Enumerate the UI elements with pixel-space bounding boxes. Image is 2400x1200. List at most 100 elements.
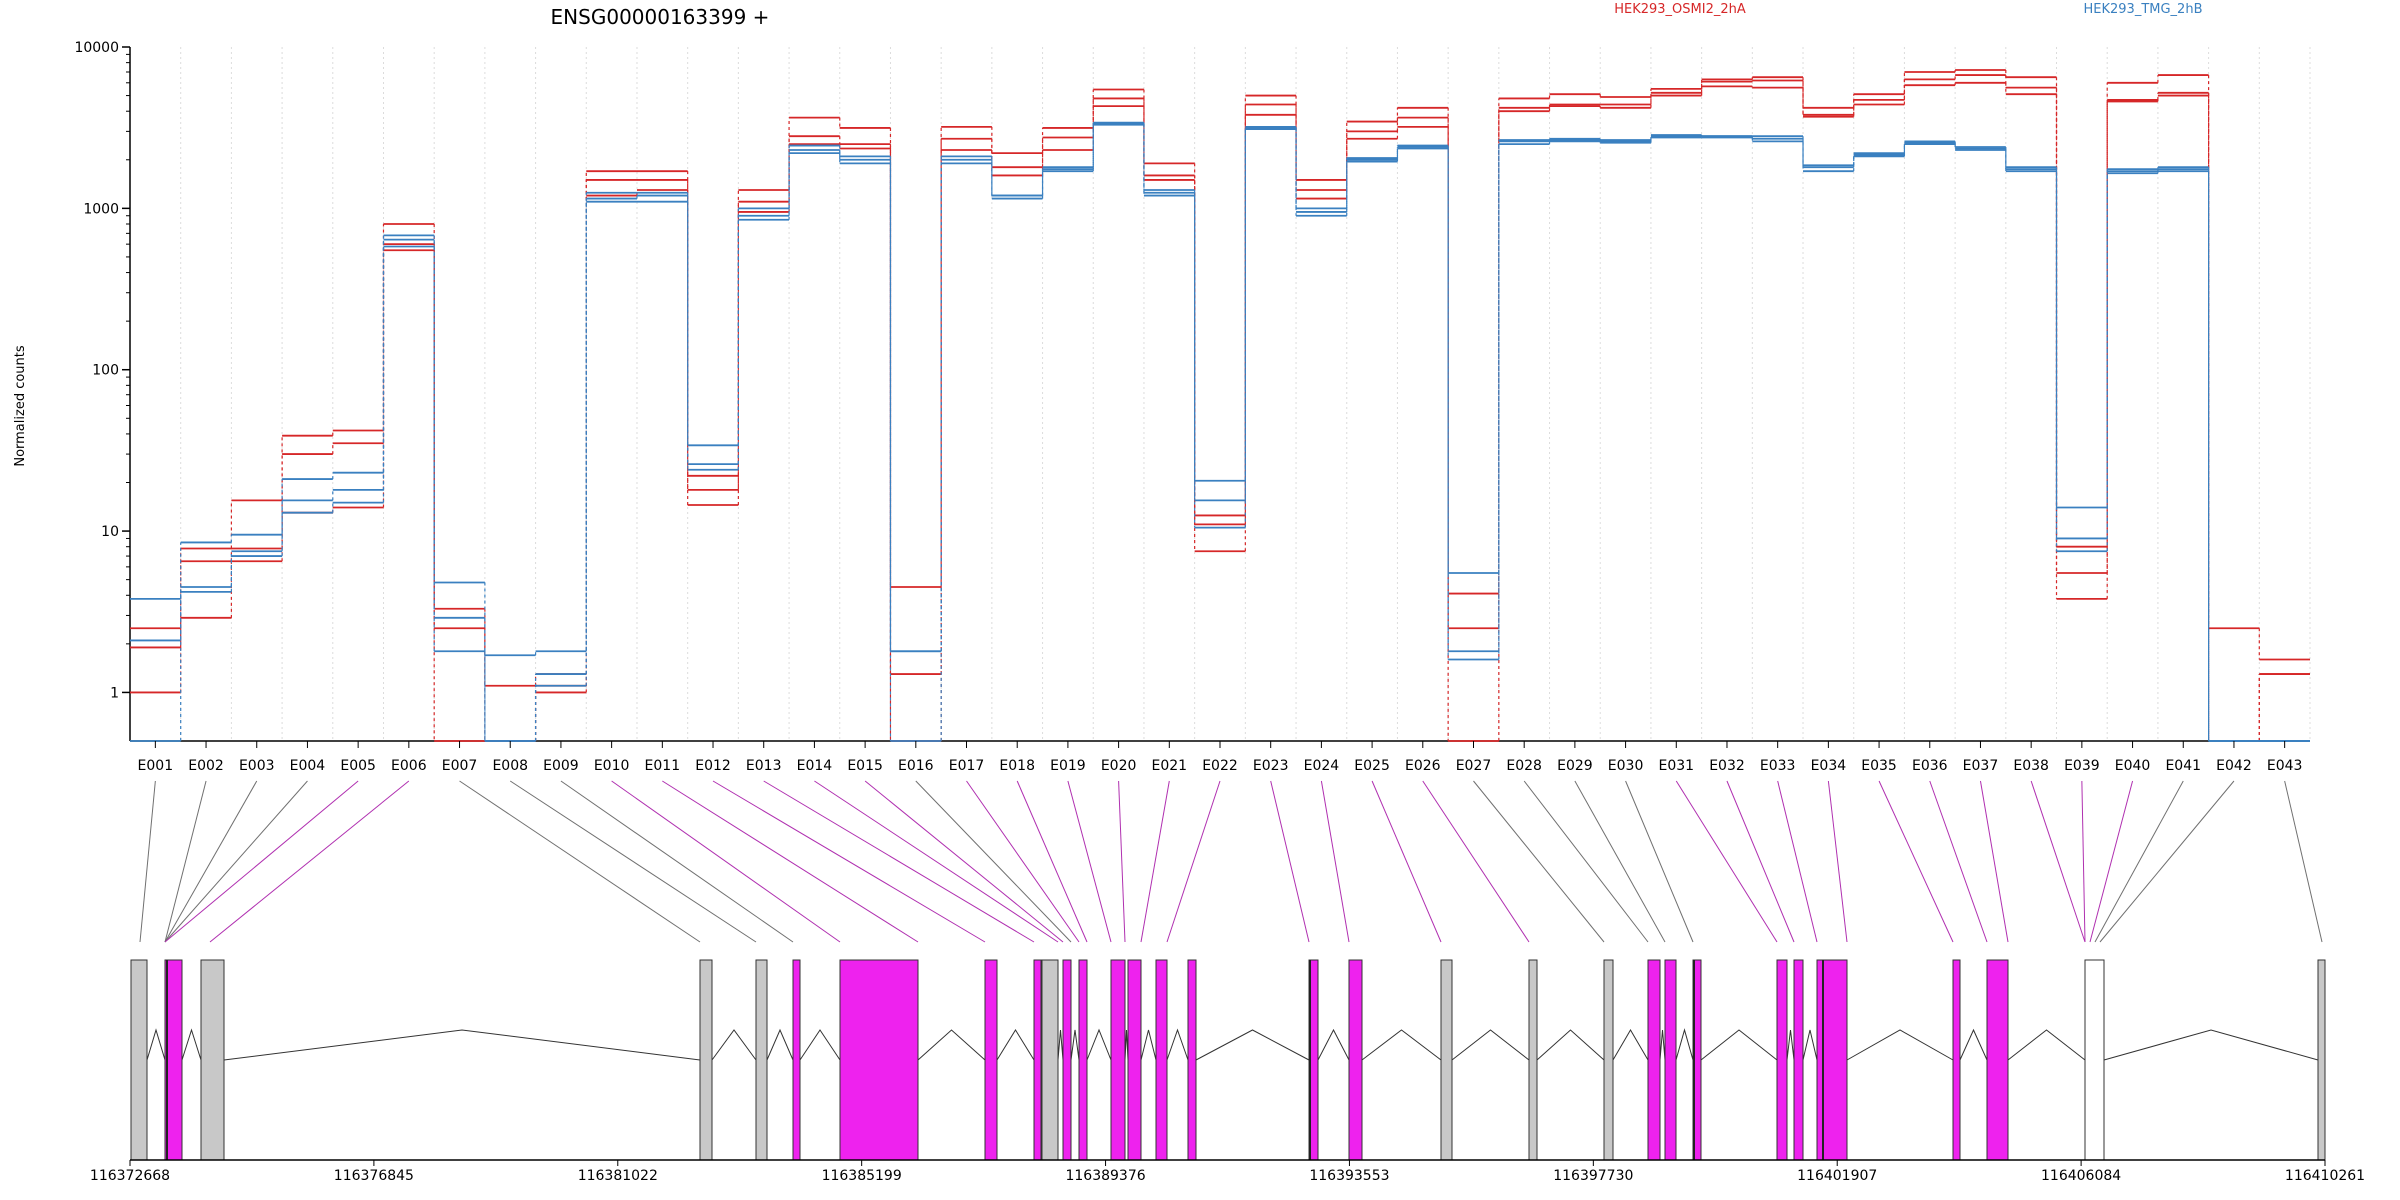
intron-line [1612, 1029, 1649, 1061]
intron-line [917, 1029, 986, 1061]
exon-box [1776, 959, 1788, 1161]
exon-connector [509, 780, 757, 943]
intron-line [1846, 1029, 1954, 1061]
intron-line [1451, 1029, 1530, 1061]
x-tick-label: E020 [1101, 758, 1137, 774]
exon-connector [560, 780, 794, 943]
x-tick-label: E028 [1506, 758, 1542, 774]
x-tick-label: E032 [1709, 758, 1745, 774]
x-tick-label: E041 [2165, 758, 2201, 774]
exon-boundary-mark [166, 960, 168, 1160]
exon-connector [1067, 780, 1112, 943]
x-tick-label: E025 [1354, 758, 1390, 774]
x-tick-label: E024 [1304, 758, 1340, 774]
intron-line [1140, 1029, 1157, 1061]
exon-boundary-mark [1309, 960, 1311, 1160]
exon-box [839, 959, 919, 1161]
intron-line [1070, 1029, 1080, 1061]
intron-line [146, 1028, 166, 1061]
exon-connector [1473, 780, 1605, 943]
x-tick-label: E027 [1456, 758, 1492, 774]
x-tick-label: E010 [594, 758, 630, 774]
genomic-tick-label: 116397730 [1553, 1168, 1633, 1184]
x-tick-label: E017 [949, 758, 985, 774]
exon-box [1033, 959, 1042, 1161]
exon-connector [966, 780, 1080, 943]
y-tick-label: 10000 [74, 40, 119, 56]
y-tick-label: 100 [92, 363, 119, 379]
intron-line [1959, 1028, 1988, 1061]
exon-connector [1675, 780, 1778, 943]
x-tick-label: E014 [797, 758, 833, 774]
exon-boundary-mark [1693, 960, 1695, 1160]
exon-box [1078, 959, 1088, 1161]
exon-connector [164, 780, 308, 943]
exon-box [1793, 959, 1804, 1161]
series-lines [130, 69, 2310, 742]
exon-connector [864, 780, 1064, 943]
genomic-tick-label: 116389376 [1065, 1168, 1145, 1184]
genomic-tick-label: 116410261 [2285, 1168, 2365, 1184]
intron-line [711, 1029, 757, 1061]
x-tick-label: E034 [1811, 758, 1847, 774]
exon-box [1986, 959, 2009, 1161]
exon-connector [662, 780, 919, 943]
exon-box [792, 959, 801, 1161]
exon-box [1816, 959, 1848, 1161]
legend-label-group-1: HEK293_OSMI2_2hA [1614, 2, 1746, 17]
intron-line [1659, 1029, 1666, 1061]
exon-connector [1422, 780, 1530, 943]
x-tick-label: E019 [1050, 758, 1086, 774]
intron-line [1700, 1029, 1778, 1061]
intron-line [1675, 1028, 1694, 1061]
exon-connector [2284, 780, 2323, 943]
exon-connector [1827, 780, 1848, 943]
exon-box [984, 959, 998, 1161]
exon-connector [1320, 780, 1350, 943]
x-tick-label: E037 [1963, 758, 1999, 774]
exon-box [2317, 959, 2326, 1161]
genomic-axis: 116372668 116376845 116381022 116385199 1163… [90, 1159, 2365, 1184]
genomic-tick-label: 116406084 [2041, 1168, 2121, 1184]
exon-connector [2081, 780, 2086, 943]
x-tick-label: E013 [746, 758, 782, 774]
exon-box [755, 959, 768, 1161]
exon-box [699, 959, 713, 1161]
exon-box [1127, 959, 1142, 1161]
intron-line [181, 1028, 202, 1061]
exon-box [1041, 959, 1059, 1161]
exon-connector [763, 780, 1035, 943]
exon-box [1110, 959, 1126, 1161]
chart-title: ENSG00000163399 + [551, 5, 770, 29]
x-tick-label: E029 [1557, 758, 1593, 774]
exon-box [130, 959, 148, 1161]
legend-label-group-2: HEK293_TMG_2hB [2084, 2, 2203, 17]
y-axis-label: Normalized counts [13, 345, 28, 467]
x-tick-label: E040 [2115, 758, 2151, 774]
x-tick-label: E003 [239, 758, 275, 774]
exon-box [1187, 959, 1197, 1161]
exon-connector [1726, 780, 1795, 943]
exon-connector [1371, 780, 1442, 943]
x-tick-label: E035 [1861, 758, 1897, 774]
y-tick-label: 10 [101, 524, 119, 540]
exon-connector [1166, 780, 1221, 943]
x-tick-label: E012 [695, 758, 731, 774]
x-tick-label: E004 [290, 758, 326, 774]
exon-connector [1625, 780, 1694, 943]
exon-box [1062, 959, 1072, 1161]
exon-connector [712, 780, 986, 943]
exon-connector [164, 780, 258, 943]
exon-connector [2030, 780, 2086, 943]
exon-boundary-mark [1822, 960, 1824, 1160]
y-tick-label: 1000 [83, 201, 119, 217]
x-tick-label: E016 [898, 758, 934, 774]
exon-connector [164, 780, 359, 943]
exon-connector [1270, 780, 1310, 943]
intron-line [996, 1029, 1035, 1061]
exon-connector [1523, 780, 1649, 943]
intron-line [1317, 1028, 1350, 1061]
x-tick-label: E009 [543, 758, 579, 774]
